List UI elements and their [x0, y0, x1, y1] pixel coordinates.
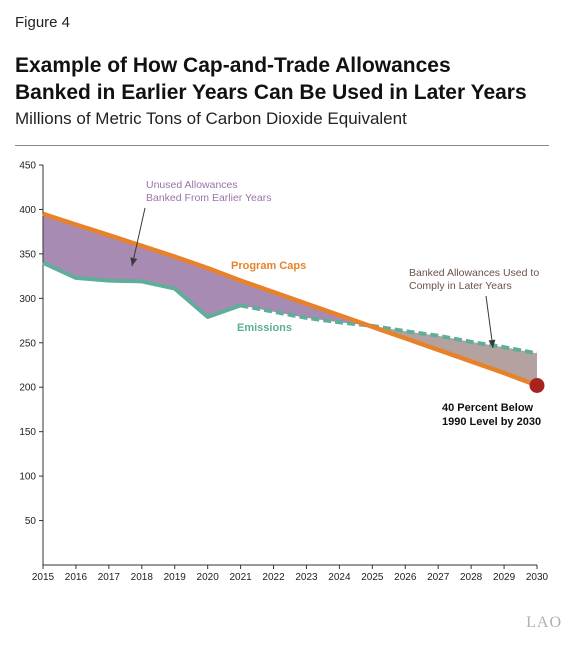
banked-used-label-line1: Banked Allowances Used to: [409, 267, 539, 279]
x-tick-label: 2029: [493, 572, 516, 583]
y-tick-label: 400: [19, 205, 36, 216]
x-tick-label: 2027: [427, 572, 450, 583]
y-tick-label: 250: [19, 338, 36, 349]
x-tick-label: 2026: [394, 572, 417, 583]
x-tick-label: 2030: [526, 572, 549, 583]
annotations: Unused Allowances Banked From Earlier Ye…: [146, 179, 541, 428]
program-caps-line: [42, 211, 538, 388]
x-tick-label: 2025: [361, 572, 384, 583]
title-line-2: Banked in Earlier Years Can Be Used in L…: [15, 81, 527, 104]
target-label-line1: 40 Percent Below: [442, 402, 534, 414]
y-tick-label: 100: [19, 472, 36, 483]
y-tick-label: 200: [19, 383, 36, 394]
x-tick-label: 2019: [164, 572, 187, 583]
x-tick-label: 2024: [328, 572, 351, 583]
y-tick-label: 350: [19, 249, 36, 260]
y-tick-label: 50: [25, 516, 37, 527]
unused-allowances-arrow-head: [130, 257, 138, 266]
target-label-line2: 1990 Level by 2030: [442, 416, 541, 428]
x-tick-label: 2022: [262, 572, 285, 583]
figure-label: Figure 4: [15, 14, 71, 31]
emissions-line-dashed: [240, 303, 538, 356]
series-lines: [42, 207, 545, 393]
unused-allowances-label-line2: Banked From Earlier Years: [146, 192, 271, 204]
lao-logo: LAO: [526, 614, 562, 631]
emissions-line-solid: [42, 260, 242, 319]
used-area: [368, 325, 537, 386]
y-tick-label: 300: [19, 294, 36, 305]
banked-used-arrow-shaft: [485, 295, 494, 349]
program-caps-label: Program Caps: [231, 260, 306, 272]
chart-subtitle: Millions of Metric Tons of Carbon Dioxid…: [15, 109, 407, 128]
x-tick-label: 2015: [32, 572, 55, 583]
title-divider: [15, 145, 549, 146]
chart-svg: 50 100 150 200 250 300 350 400 450 2015 2016 2017 20…: [19, 161, 548, 584]
banked-used-arrow-head: [488, 339, 496, 348]
x-tick-label: 2018: [131, 572, 154, 583]
emissions-label: Emissions: [237, 322, 292, 334]
y-tick-label: 150: [19, 427, 36, 438]
x-tick-label: 2028: [460, 572, 483, 583]
x-tick-label: 2020: [197, 572, 220, 583]
x-tick-label: 2023: [295, 572, 318, 583]
x-tick-label: 2017: [98, 572, 121, 583]
banked-used-label-line2: Comply in Later Years: [409, 280, 512, 292]
unused-allowances-arrow-shaft: [131, 207, 146, 267]
y-tick-label: 450: [19, 161, 36, 172]
target-endpoint-marker: [529, 377, 545, 393]
title-line-1: Example of How Cap-and-Trade Allowances: [15, 54, 451, 77]
x-tick-label: 2016: [65, 572, 88, 583]
x-tick-label: 2021: [229, 572, 252, 583]
axes: 50 100 150 200 250 300 350 400 450 2015 2016 2017 20…: [19, 161, 548, 584]
chart-title: Example of How Cap-and-Trade Allowances …: [15, 52, 565, 106]
unused-allowances-label-line1: Unused Allowances: [146, 179, 238, 191]
